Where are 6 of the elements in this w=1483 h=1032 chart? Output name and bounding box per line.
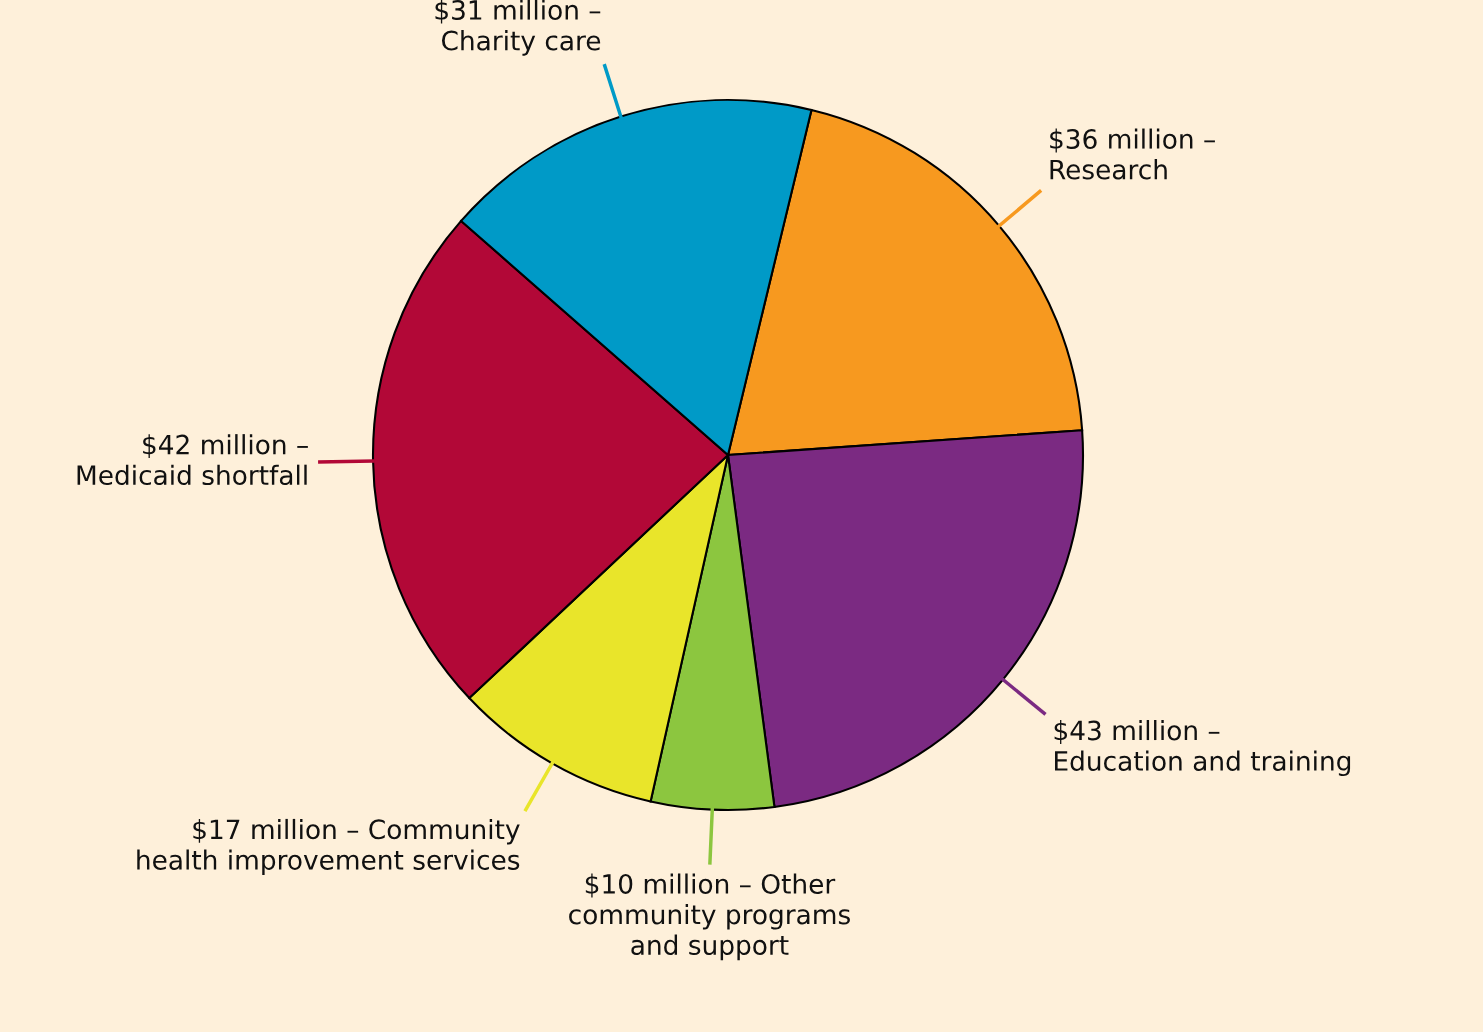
slice-label: $10 million – Other community programs and support (569, 873, 850, 961)
slice-label: $31 million – Charity care (435, 0, 601, 56)
slice-label: $42 million – Medicaid shortfall (77, 434, 308, 486)
slice-label: $17 million – Community health improvement services (137, 818, 520, 875)
slice-label: $43 million – Education and training (1054, 720, 1351, 777)
slice-label: $36 million – Research (1050, 128, 1215, 180)
